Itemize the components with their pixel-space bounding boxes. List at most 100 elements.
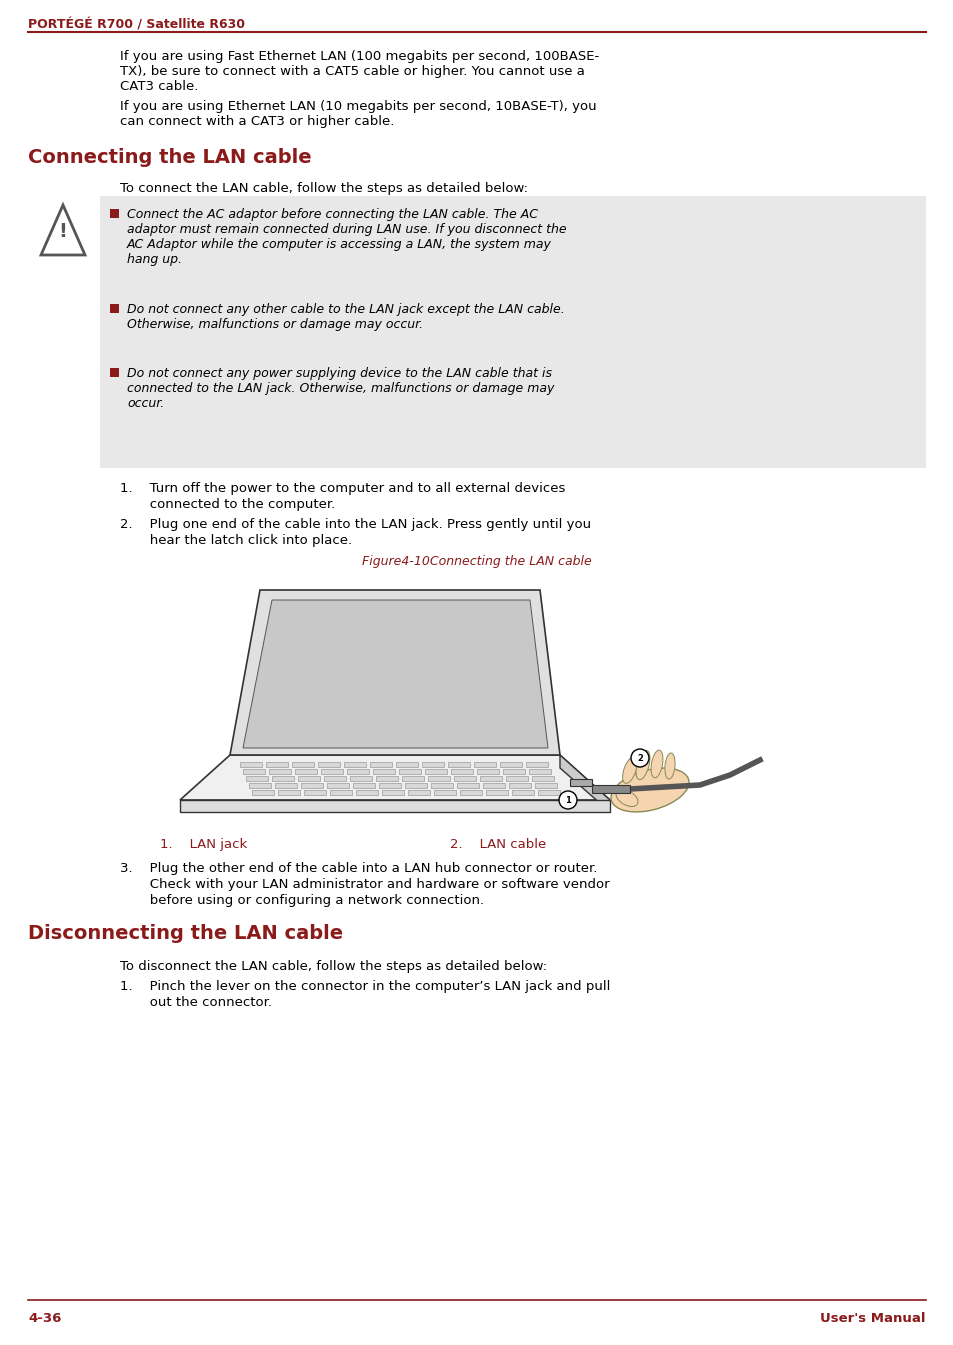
Text: TX), be sure to connect with a CAT5 cable or higher. You cannot use a: TX), be sure to connect with a CAT5 cabl… bbox=[120, 65, 584, 78]
Polygon shape bbox=[353, 783, 375, 788]
Polygon shape bbox=[330, 790, 352, 795]
Text: hang up.: hang up. bbox=[127, 253, 182, 266]
Polygon shape bbox=[304, 790, 326, 795]
Bar bbox=[592, 785, 629, 794]
Text: out the connector.: out the connector. bbox=[120, 997, 272, 1009]
Text: 2.    LAN cable: 2. LAN cable bbox=[450, 838, 546, 851]
Polygon shape bbox=[485, 790, 507, 795]
Polygon shape bbox=[559, 755, 609, 812]
Polygon shape bbox=[505, 776, 527, 781]
Text: 2.    Plug one end of the cable into the LAN jack. Press gently until you: 2. Plug one end of the cable into the LA… bbox=[120, 518, 591, 531]
Polygon shape bbox=[243, 600, 547, 748]
Polygon shape bbox=[375, 776, 397, 781]
Text: 3.    Plug the other end of the cable into a LAN hub connector or router.: 3. Plug the other end of the cable into … bbox=[120, 862, 597, 876]
Text: To disconnect the LAN cable, follow the steps as detailed below:: To disconnect the LAN cable, follow the … bbox=[120, 960, 547, 972]
Polygon shape bbox=[277, 790, 299, 795]
Polygon shape bbox=[230, 590, 559, 755]
Polygon shape bbox=[474, 763, 496, 767]
Text: connected to the computer.: connected to the computer. bbox=[120, 498, 335, 511]
Text: Connect the AC adaptor before connecting the LAN cable. The AC: Connect the AC adaptor before connecting… bbox=[127, 208, 537, 221]
Polygon shape bbox=[324, 776, 346, 781]
Polygon shape bbox=[479, 776, 501, 781]
Polygon shape bbox=[301, 783, 323, 788]
Polygon shape bbox=[509, 783, 531, 788]
Polygon shape bbox=[266, 763, 288, 767]
Polygon shape bbox=[240, 763, 262, 767]
Text: If you are using Fast Ethernet LAN (100 megabits per second, 100BASE-: If you are using Fast Ethernet LAN (100 … bbox=[120, 50, 598, 63]
Polygon shape bbox=[344, 763, 366, 767]
Bar bbox=[110, 369, 119, 377]
Text: Otherwise, malfunctions or damage may occur.: Otherwise, malfunctions or damage may oc… bbox=[127, 317, 423, 331]
Polygon shape bbox=[327, 783, 349, 788]
Polygon shape bbox=[448, 763, 470, 767]
Polygon shape bbox=[378, 783, 400, 788]
Polygon shape bbox=[294, 769, 316, 773]
Text: 4-36: 4-36 bbox=[28, 1311, 61, 1325]
Polygon shape bbox=[249, 783, 271, 788]
Text: PORTÉGÉ R700 / Satellite R630: PORTÉGÉ R700 / Satellite R630 bbox=[28, 17, 245, 31]
Polygon shape bbox=[381, 790, 403, 795]
Text: 1.    LAN jack: 1. LAN jack bbox=[160, 838, 247, 851]
Polygon shape bbox=[297, 776, 319, 781]
Polygon shape bbox=[537, 790, 559, 795]
Polygon shape bbox=[535, 783, 557, 788]
Text: 2: 2 bbox=[637, 755, 642, 763]
Polygon shape bbox=[532, 776, 554, 781]
Polygon shape bbox=[350, 776, 372, 781]
Text: Connecting the LAN cable: Connecting the LAN cable bbox=[28, 148, 312, 167]
Polygon shape bbox=[180, 800, 609, 812]
Text: !: ! bbox=[58, 222, 68, 241]
Ellipse shape bbox=[650, 751, 662, 777]
Polygon shape bbox=[405, 783, 427, 788]
Ellipse shape bbox=[636, 751, 649, 780]
Polygon shape bbox=[292, 763, 314, 767]
Text: connected to the LAN jack. Otherwise, malfunctions or damage may: connected to the LAN jack. Otherwise, ma… bbox=[127, 382, 554, 395]
Polygon shape bbox=[482, 783, 504, 788]
Polygon shape bbox=[421, 763, 443, 767]
Bar bbox=[100, 196, 925, 468]
Polygon shape bbox=[401, 776, 423, 781]
Polygon shape bbox=[274, 783, 296, 788]
Text: Disconnecting the LAN cable: Disconnecting the LAN cable bbox=[28, 924, 343, 943]
Polygon shape bbox=[476, 769, 498, 773]
Polygon shape bbox=[243, 769, 265, 773]
Text: If you are using Ethernet LAN (10 megabits per second, 10BASE-T), you: If you are using Ethernet LAN (10 megabi… bbox=[120, 100, 596, 113]
Text: before using or configuring a network connection.: before using or configuring a network co… bbox=[120, 894, 483, 907]
Text: To connect the LAN cable, follow the steps as detailed below:: To connect the LAN cable, follow the ste… bbox=[120, 182, 527, 195]
Text: occur.: occur. bbox=[127, 397, 164, 410]
Polygon shape bbox=[370, 763, 392, 767]
Polygon shape bbox=[317, 763, 339, 767]
Text: 1.    Turn off the power to the computer and to all external devices: 1. Turn off the power to the computer an… bbox=[120, 482, 565, 495]
Text: AC Adaptor while the computer is accessing a LAN, the system may: AC Adaptor while the computer is accessi… bbox=[127, 238, 551, 252]
Polygon shape bbox=[398, 769, 420, 773]
Polygon shape bbox=[180, 755, 609, 800]
Bar bbox=[110, 304, 119, 313]
Polygon shape bbox=[252, 790, 274, 795]
Polygon shape bbox=[525, 763, 547, 767]
Polygon shape bbox=[434, 790, 456, 795]
Ellipse shape bbox=[610, 768, 688, 812]
Polygon shape bbox=[499, 763, 521, 767]
Polygon shape bbox=[320, 769, 343, 773]
Polygon shape bbox=[428, 776, 450, 781]
Bar bbox=[110, 208, 119, 218]
Circle shape bbox=[558, 791, 577, 808]
Polygon shape bbox=[456, 783, 478, 788]
Polygon shape bbox=[272, 776, 294, 781]
Text: 1.    Pinch the lever on the connector in the computer’s LAN jack and pull: 1. Pinch the lever on the connector in t… bbox=[120, 981, 610, 993]
Polygon shape bbox=[502, 769, 524, 773]
Text: Figure4-10Connecting the LAN cable: Figure4-10Connecting the LAN cable bbox=[362, 555, 591, 568]
Polygon shape bbox=[269, 769, 291, 773]
Polygon shape bbox=[451, 769, 473, 773]
Circle shape bbox=[630, 749, 648, 767]
Text: adaptor must remain connected during LAN use. If you disconnect the: adaptor must remain connected during LAN… bbox=[127, 223, 566, 235]
Polygon shape bbox=[246, 776, 268, 781]
Ellipse shape bbox=[622, 757, 637, 783]
Text: Do not connect any other cable to the LAN jack except the LAN cable.: Do not connect any other cable to the LA… bbox=[127, 303, 564, 316]
Polygon shape bbox=[431, 783, 453, 788]
Polygon shape bbox=[454, 776, 476, 781]
Polygon shape bbox=[373, 769, 395, 773]
Polygon shape bbox=[395, 763, 417, 767]
Text: Do not connect any power supplying device to the LAN cable that is: Do not connect any power supplying devic… bbox=[127, 367, 552, 381]
Polygon shape bbox=[408, 790, 430, 795]
